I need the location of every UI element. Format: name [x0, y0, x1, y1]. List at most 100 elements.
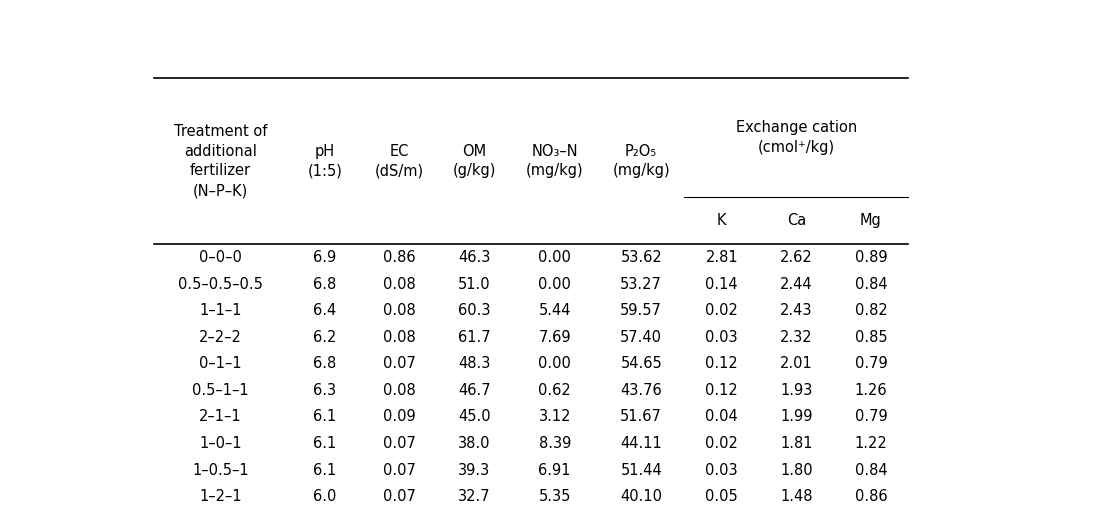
Text: 46.7: 46.7 — [458, 383, 490, 398]
Text: 0.00: 0.00 — [538, 277, 571, 291]
Text: 1.22: 1.22 — [854, 436, 887, 451]
Text: 0.04: 0.04 — [706, 409, 738, 424]
Text: 40.10: 40.10 — [620, 489, 662, 504]
Text: 2–1–1: 2–1–1 — [199, 409, 242, 424]
Text: 2.81: 2.81 — [706, 250, 738, 265]
Text: 1.99: 1.99 — [780, 409, 813, 424]
Text: 0.00: 0.00 — [538, 356, 571, 371]
Text: pH
(1:5): pH (1:5) — [307, 144, 342, 178]
Text: Ca: Ca — [787, 213, 806, 228]
Text: 2.01: 2.01 — [780, 356, 813, 371]
Text: 5.44: 5.44 — [538, 303, 571, 318]
Text: 53.62: 53.62 — [620, 250, 662, 265]
Text: OM
(g/kg): OM (g/kg) — [453, 144, 496, 178]
Text: 0.08: 0.08 — [383, 383, 416, 398]
Text: 2.62: 2.62 — [780, 250, 813, 265]
Text: 6.1: 6.1 — [313, 409, 337, 424]
Text: 1.81: 1.81 — [780, 436, 813, 451]
Text: 53.27: 53.27 — [620, 277, 662, 291]
Text: 0.07: 0.07 — [383, 462, 416, 477]
Text: 0.07: 0.07 — [383, 489, 416, 504]
Text: 0.05: 0.05 — [706, 489, 738, 504]
Text: 8.39: 8.39 — [538, 436, 571, 451]
Text: 39.3: 39.3 — [458, 462, 490, 477]
Text: 0.5–1–1: 0.5–1–1 — [193, 383, 249, 398]
Text: 0.14: 0.14 — [706, 277, 738, 291]
Text: 0.79: 0.79 — [854, 356, 887, 371]
Text: 0.86: 0.86 — [854, 489, 887, 504]
Text: 0.79: 0.79 — [854, 409, 887, 424]
Text: 0.02: 0.02 — [706, 303, 738, 318]
Text: 0.12: 0.12 — [706, 383, 738, 398]
Text: 2.43: 2.43 — [780, 303, 813, 318]
Text: 54.65: 54.65 — [620, 356, 662, 371]
Text: 51.67: 51.67 — [620, 409, 662, 424]
Text: 6.0: 6.0 — [313, 489, 337, 504]
Text: 0.07: 0.07 — [383, 436, 416, 451]
Text: 0.86: 0.86 — [383, 250, 416, 265]
Text: 60.3: 60.3 — [458, 303, 490, 318]
Text: 0.00: 0.00 — [538, 250, 571, 265]
Text: 0.5–0.5–0.5: 0.5–0.5–0.5 — [178, 277, 264, 291]
Text: 1.93: 1.93 — [780, 383, 813, 398]
Text: 0.85: 0.85 — [854, 330, 887, 345]
Text: NO₃–N
(mg/kg): NO₃–N (mg/kg) — [526, 144, 583, 178]
Text: 0.08: 0.08 — [383, 303, 416, 318]
Text: 0.08: 0.08 — [383, 330, 416, 345]
Text: 6.3: 6.3 — [313, 383, 337, 398]
Text: 0–1–1: 0–1–1 — [199, 356, 242, 371]
Text: 0.09: 0.09 — [383, 409, 416, 424]
Text: 51.0: 51.0 — [458, 277, 490, 291]
Text: Exchange cation
(cmol⁺/kg): Exchange cation (cmol⁺/kg) — [736, 120, 857, 154]
Text: 2.44: 2.44 — [780, 277, 813, 291]
Text: 6.8: 6.8 — [313, 277, 337, 291]
Text: EC
(dS/m): EC (dS/m) — [375, 144, 424, 178]
Text: 0.89: 0.89 — [854, 250, 887, 265]
Text: 0.08: 0.08 — [383, 277, 416, 291]
Text: 0.02: 0.02 — [706, 436, 738, 451]
Text: 6.8: 6.8 — [313, 356, 337, 371]
Text: 1–1–1: 1–1–1 — [199, 303, 242, 318]
Text: 0.03: 0.03 — [706, 330, 738, 345]
Text: 7.69: 7.69 — [538, 330, 571, 345]
Text: 0.07: 0.07 — [383, 356, 416, 371]
Text: 0.62: 0.62 — [538, 383, 571, 398]
Text: 48.3: 48.3 — [458, 356, 490, 371]
Text: 1.48: 1.48 — [780, 489, 813, 504]
Text: 43.76: 43.76 — [620, 383, 662, 398]
Text: 6.9: 6.9 — [313, 250, 337, 265]
Text: P₂O₅
(mg/kg): P₂O₅ (mg/kg) — [613, 144, 670, 178]
Text: 6.91: 6.91 — [538, 462, 571, 477]
Text: 45.0: 45.0 — [458, 409, 490, 424]
Text: 0.03: 0.03 — [706, 462, 738, 477]
Text: 1–0–1: 1–0–1 — [199, 436, 242, 451]
Text: 1–2–1: 1–2–1 — [199, 489, 242, 504]
Text: 0.84: 0.84 — [854, 462, 887, 477]
Text: 0–0–0: 0–0–0 — [199, 250, 242, 265]
Text: 61.7: 61.7 — [458, 330, 490, 345]
Text: 1–0.5–1: 1–0.5–1 — [193, 462, 249, 477]
Text: Treatment of
additional
fertilizer
(N–P–K): Treatment of additional fertilizer (N–P–… — [174, 124, 267, 198]
Text: 6.1: 6.1 — [313, 436, 337, 451]
Text: 38.0: 38.0 — [458, 436, 490, 451]
Text: 0.84: 0.84 — [854, 277, 887, 291]
Text: 51.44: 51.44 — [620, 462, 662, 477]
Text: Mg: Mg — [860, 213, 882, 228]
Text: 6.1: 6.1 — [313, 462, 337, 477]
Text: 3.12: 3.12 — [538, 409, 571, 424]
Text: 0.82: 0.82 — [854, 303, 887, 318]
Text: 6.2: 6.2 — [313, 330, 337, 345]
Text: 6.4: 6.4 — [313, 303, 337, 318]
Text: 32.7: 32.7 — [458, 489, 490, 504]
Text: 44.11: 44.11 — [620, 436, 662, 451]
Text: 1.80: 1.80 — [780, 462, 813, 477]
Text: 59.57: 59.57 — [620, 303, 662, 318]
Text: 1.26: 1.26 — [854, 383, 887, 398]
Text: 5.35: 5.35 — [538, 489, 571, 504]
Text: 2–2–2: 2–2–2 — [199, 330, 242, 345]
Text: K: K — [717, 213, 726, 228]
Text: 2.32: 2.32 — [780, 330, 813, 345]
Text: 57.40: 57.40 — [620, 330, 662, 345]
Text: 46.3: 46.3 — [458, 250, 490, 265]
Text: 0.12: 0.12 — [706, 356, 738, 371]
